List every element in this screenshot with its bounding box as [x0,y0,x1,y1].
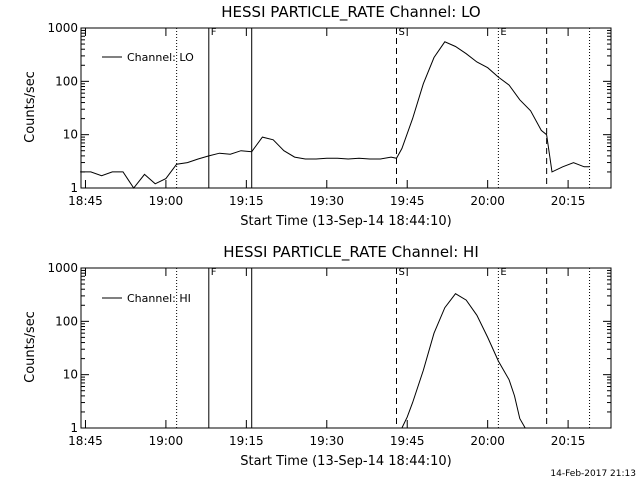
x-tick-label: 19:15 [229,434,264,448]
x-tick-label: 20:00 [470,194,505,208]
x-axis-label: Start Time (13-Sep-14 18:44:10) [240,214,451,229]
marker-label: F [211,267,217,278]
footer-timestamp: 14-Feb-2017 21:13 [550,469,636,479]
y-tick-label: 100 [55,314,78,328]
plot-layer: F S E 18:45 19:00 19:15 19:30 19:45 20:00 20:15 1 1… [47,21,611,208]
marker-label: E [500,267,506,278]
series-line [80,41,590,189]
chart-title: HESSI PARTICLE_RATE Channel: HI [223,243,479,262]
marker-label: E [500,27,506,38]
series-line [401,293,526,429]
x-tick-label: 20:15 [551,434,586,448]
x-tick-label: 19:15 [229,194,264,208]
y-tick-label: 100 [55,74,78,88]
x-tick-label: 20:15 [551,194,586,208]
plot-frame [80,27,612,189]
x-tick-label: 18:45 [68,434,103,448]
x-tick-label: 19:45 [390,434,425,448]
y-tick-label: 1 [70,421,78,435]
x-tick-label: 19:45 [390,194,425,208]
x-tick-label: 19:30 [309,434,344,448]
marker-label: S [398,27,404,38]
y-axis-label: Counts/sec [23,71,38,143]
x-tick-label: 19:30 [309,194,344,208]
x-axis-label: Start Time (13-Sep-14 18:44:10) [240,454,451,469]
plot-frame [80,267,612,429]
chart-panel-hi: HESSI PARTICLE_RATE Channel: HI Start Ti… [23,243,612,469]
x-tick-label: 19:00 [149,434,184,448]
chart-title: HESSI PARTICLE_RATE Channel: LO [221,3,480,22]
x-tick-label: 18:45 [68,194,103,208]
y-tick-label: 1000 [47,261,78,275]
legend-entry: Channel: HI [127,292,191,305]
marker-label: F [211,27,217,38]
y-tick-label: 1 [70,181,78,195]
plot-layer: F S E 18:45 19:00 19:15 19:30 19:45 20:00 20:15 1 1… [47,261,611,448]
y-tick-label: 10 [63,128,78,142]
marker-label: S [398,267,404,278]
x-tick-label: 20:00 [470,434,505,448]
legend-entry: Channel: LO [127,51,194,64]
y-axis-label: Counts/sec [23,311,38,383]
y-tick-label: 10 [63,368,78,382]
y-tick-label: 1000 [47,21,78,35]
x-tick-label: 19:00 [149,194,184,208]
chart-panel-lo: HESSI PARTICLE_RATE Channel: LO Start Ti… [23,3,612,229]
